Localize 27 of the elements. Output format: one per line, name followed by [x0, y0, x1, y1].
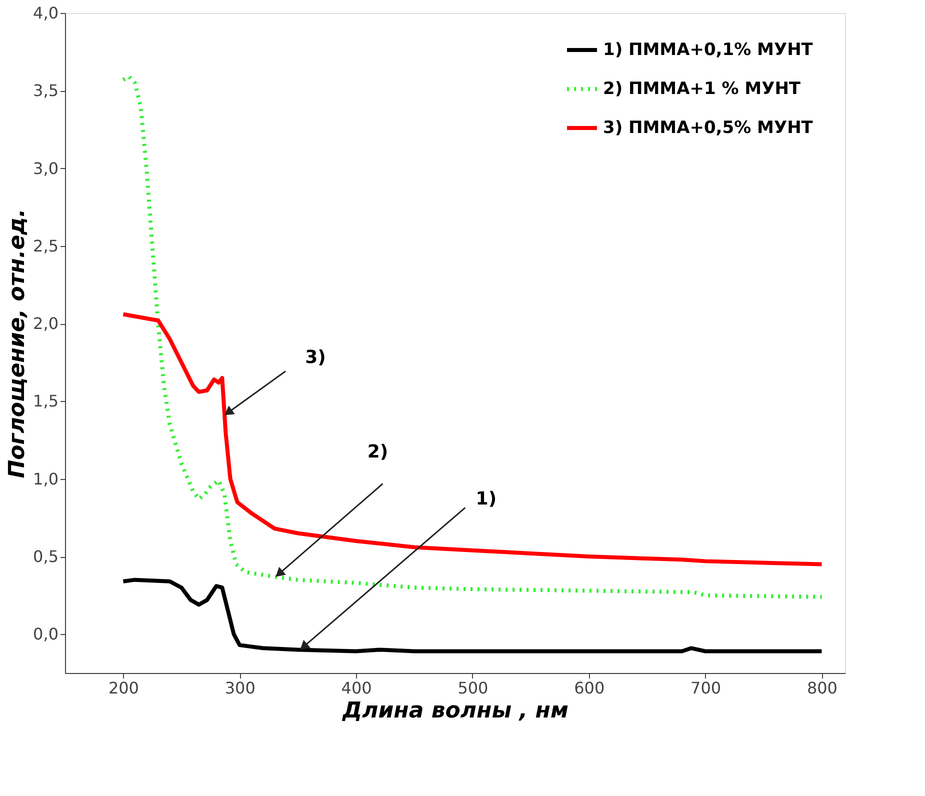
annotation: 3) [305, 347, 326, 368]
y-tick-label: 3,5 [33, 81, 58, 100]
legend-label: 3) ПММА+0,5% МУНТ [603, 118, 814, 138]
y-tick-label: 2,0 [33, 314, 58, 334]
x-tick-label: 300 [224, 678, 256, 698]
line-series [121, 578, 824, 654]
y-tick-label: 3,0 [33, 158, 58, 178]
y-tick-label: 1,0 [33, 469, 58, 488]
legend-label: 1) ПММА+0,1% МУНТ [603, 40, 814, 60]
x-tick-label: 500 [458, 678, 488, 698]
annotation: 1) [476, 488, 497, 510]
line-series [121, 312, 824, 566]
y-tick-label: 1,5 [33, 392, 58, 411]
annotation: 2) [367, 442, 388, 463]
x-axis-title: Длина волны , нм [342, 698, 568, 724]
y-tick-label: 4,0 [33, 4, 58, 22]
x-tick-label: 200 [108, 678, 139, 698]
x-tick-label: 600 [574, 678, 605, 698]
y-tick-label: 0,5 [33, 547, 58, 566]
y-axis-title: Поглощение, отн.ед. [5, 208, 30, 478]
y-tick-label: 0,0 [33, 624, 58, 644]
legend-label: 2) ПММА+1 % МУНТ [603, 79, 801, 99]
y-tick-label: 2,5 [33, 236, 58, 256]
x-tick-label: 400 [341, 678, 372, 698]
x-tick-label: 800 [806, 678, 838, 698]
x-tick-label: 700 [690, 678, 722, 698]
line-series [121, 74, 824, 599]
